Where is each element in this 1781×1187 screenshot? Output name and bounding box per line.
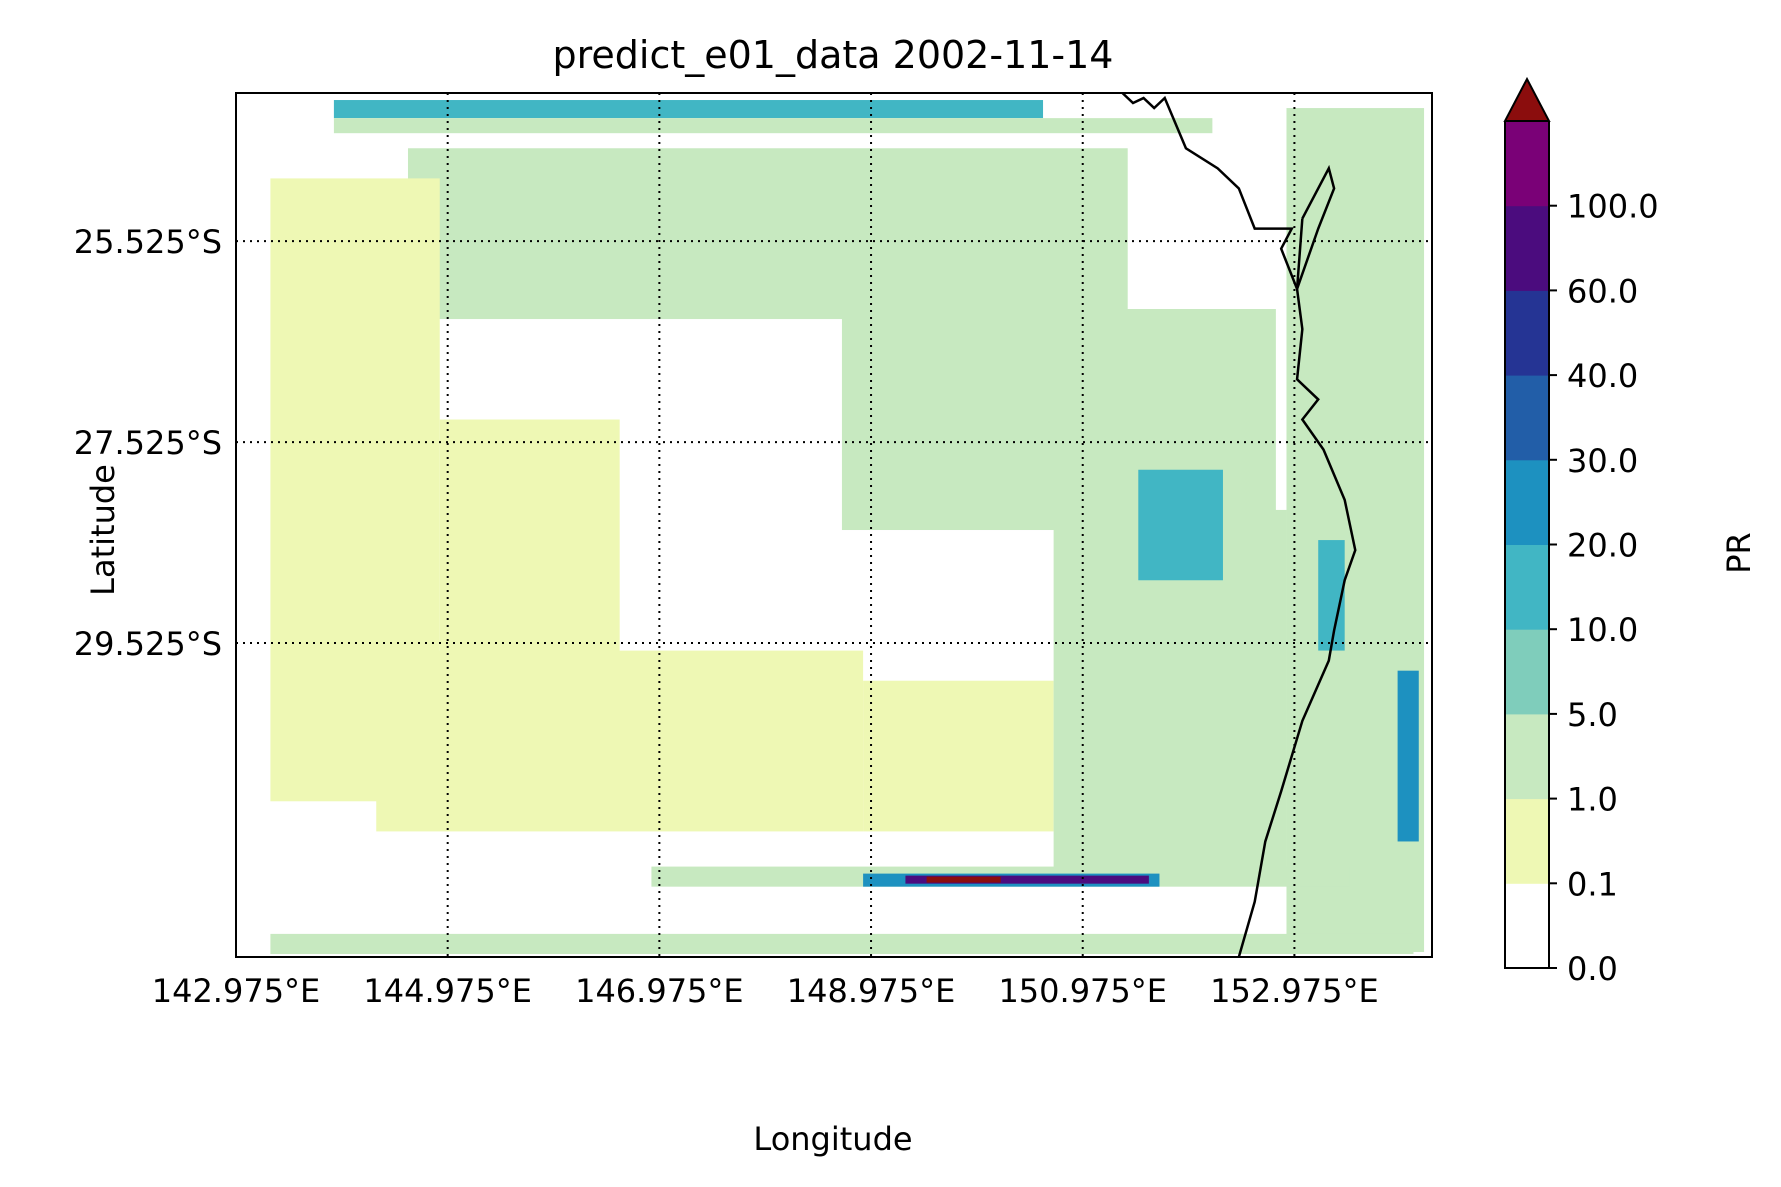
colorbar-tick-label: 5.0	[1567, 696, 1618, 734]
colorbar-tick-label: 60.0	[1567, 272, 1638, 310]
colorbar-segment	[1505, 290, 1549, 376]
x-tick-label: 148.975°E	[787, 972, 956, 1010]
heatmap	[270, 100, 1425, 954]
colorbar-segment	[1505, 459, 1549, 545]
x-tick-label: 142.975°E	[152, 972, 321, 1010]
x-axis-ticks: 142.975°E 144.975°E 146.975°E 148.975°E 150.…	[152, 972, 1379, 1010]
coastline-mainland	[1121, 93, 1357, 957]
colorbar-label: PR	[1720, 532, 1758, 574]
colorbar-segment	[1505, 713, 1549, 800]
colorbar-tick-label: 100.0	[1567, 188, 1659, 226]
colorbar-tick-label: 30.0	[1567, 442, 1638, 480]
coastline-island	[1295, 164, 1336, 290]
precip-region-central-west	[439, 419, 620, 671]
x-tick-label: 146.975°E	[575, 972, 744, 1010]
precip-region-south-band-core	[905, 875, 1149, 884]
precip-region-south-mid	[863, 680, 1054, 832]
colorbar-tick-label: 20.0	[1567, 527, 1638, 565]
x-tick-label: 152.975°E	[1210, 972, 1379, 1010]
colorbar-tick-label: 0.1	[1567, 865, 1618, 903]
colorbar-segment	[1505, 121, 1549, 207]
precip-region-south-band-peak	[926, 876, 1001, 883]
y-axis-label: Latitude	[84, 464, 122, 596]
precip-region-upper-band	[333, 100, 1044, 119]
colorbar-segment	[1505, 629, 1549, 715]
precip-region-upper-band-light	[333, 118, 1213, 134]
colorbar-tick-label: 0.0	[1567, 950, 1618, 988]
precip-region-bottom-edge	[270, 933, 1414, 954]
colorbar-segment	[1505, 375, 1549, 461]
precip-region-southeast-cells	[1138, 469, 1223, 581]
colorbar-tick-label: 40.0	[1567, 357, 1638, 395]
plot-frame	[235, 92, 1433, 958]
colorbar-tick-label: 10.0	[1567, 611, 1638, 649]
y-tick-label: 29.525°S	[74, 625, 222, 663]
chart-title: predict_e01_data 2002-11-14	[552, 33, 1113, 77]
colorbar: 0.0 0.1 1.0 5.0 10.0 20.0 30.0 40.0 60.0 100.0	[1503, 76, 1659, 988]
y-tick-label: 27.525°S	[74, 424, 222, 462]
x-axis-label: Longitude	[753, 1120, 912, 1158]
y-tick-label: 25.525°S	[74, 223, 222, 261]
colorbar-tick-label: 1.0	[1567, 781, 1618, 819]
precip-region-north-field	[407, 148, 1128, 320]
colorbar-segment	[1505, 798, 1549, 884]
colorbar-extend-arrow	[1503, 76, 1551, 122]
precip-region-southwest	[376, 650, 864, 832]
coastline	[1121, 93, 1357, 957]
x-tick-label: 144.975°E	[363, 972, 532, 1010]
colorbar-segment	[1505, 205, 1549, 291]
precip-region-east-edge-core	[1397, 670, 1419, 842]
colorbar-segment	[1505, 883, 1549, 969]
y-axis-ticks: 25.525°S 27.525°S 29.525°S	[74, 223, 222, 663]
colorbar-segment	[1505, 544, 1549, 630]
x-tick-label: 150.975°E	[998, 972, 1167, 1010]
